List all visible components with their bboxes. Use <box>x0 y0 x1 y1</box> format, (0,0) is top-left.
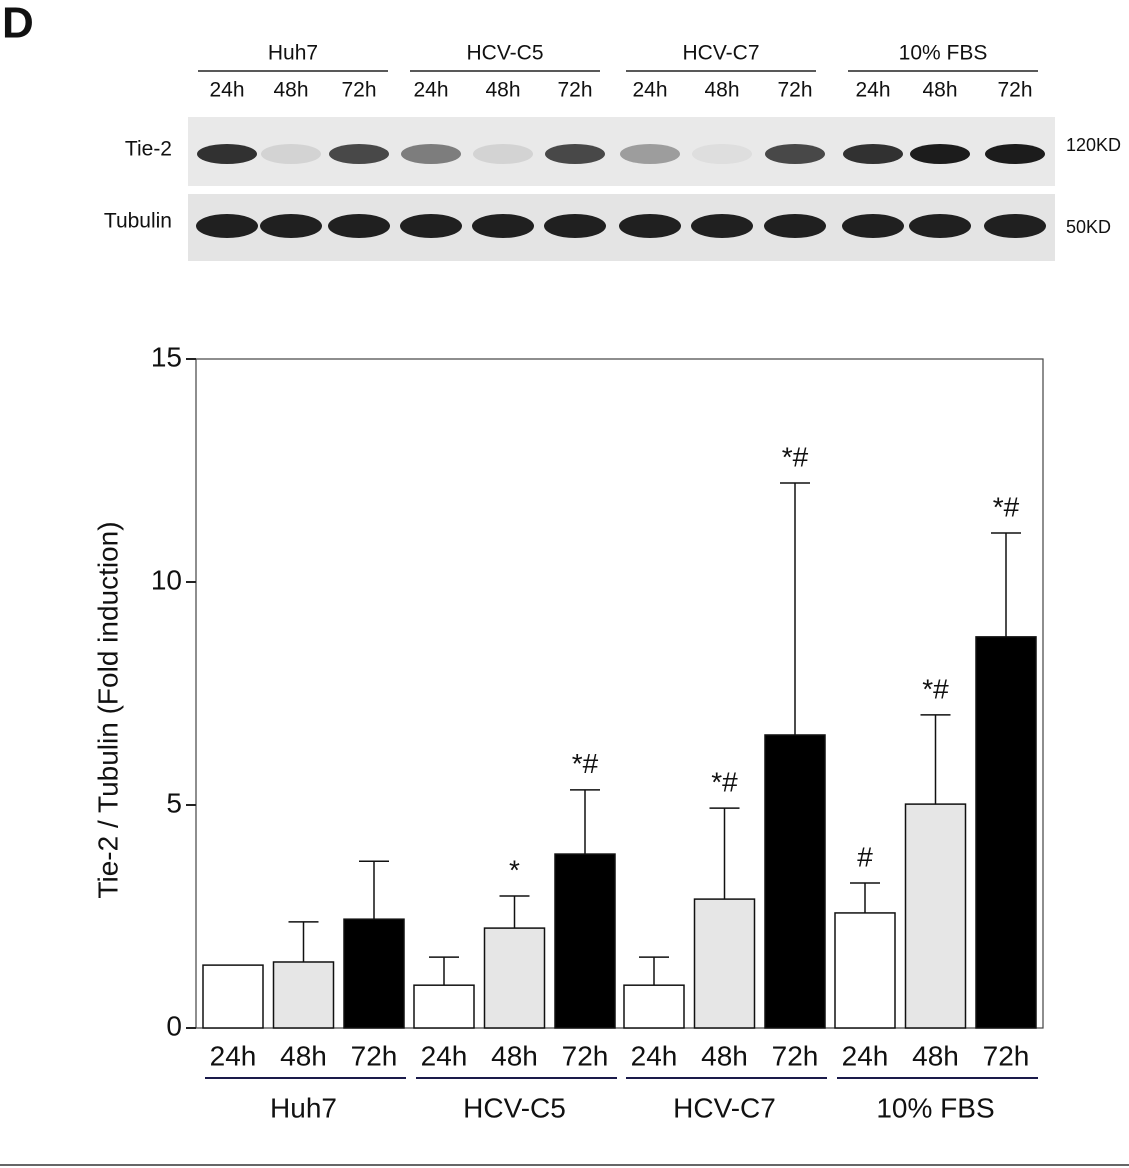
bar <box>483 927 546 1029</box>
tubulin-band <box>544 214 606 238</box>
blot-group-label: 10% FBS <box>899 42 988 65</box>
tubulin-band <box>909 214 971 238</box>
blot-lane-label: 48h <box>485 79 520 102</box>
significance-label: *# <box>993 491 1020 522</box>
significance-label: *# <box>711 767 738 798</box>
tubulin-band <box>400 214 462 238</box>
tie2-band <box>329 144 389 164</box>
y-tick-label: 5 <box>166 787 182 818</box>
blot-size-label: 120KD <box>1066 135 1121 155</box>
x-tick-label: 72h <box>983 1040 1030 1071</box>
y-tick-label: 15 <box>151 341 182 372</box>
significance-label: *# <box>922 673 949 704</box>
x-tick-label: 24h <box>210 1040 257 1071</box>
blot-lane-label: 24h <box>209 79 244 102</box>
tubulin-band <box>691 214 753 238</box>
error-bar <box>429 956 459 986</box>
blot-lane-label: 48h <box>922 79 957 102</box>
bar <box>693 898 756 1029</box>
group-label: HCV-C7 <box>673 1092 776 1123</box>
group-label: Huh7 <box>270 1092 337 1123</box>
error-bar <box>499 895 530 929</box>
western-blot <box>188 117 1055 261</box>
blot-row-label: Tubulin <box>104 210 172 233</box>
blot-lane-label: 24h <box>632 79 667 102</box>
y-tick-label: 0 <box>166 1010 182 1041</box>
error-bar <box>570 789 600 855</box>
blot-row-label: Tie-2 <box>125 138 172 161</box>
tie2-band <box>545 144 605 164</box>
x-tick-label: 48h <box>912 1040 959 1071</box>
bar <box>202 964 264 1029</box>
tie2-band <box>401 144 461 164</box>
x-tick-label: 24h <box>631 1040 678 1071</box>
tie2-band <box>843 144 903 164</box>
bar <box>904 803 967 1029</box>
tie2-band <box>765 144 825 164</box>
tubulin-band <box>984 214 1046 238</box>
blot-lane-label: 24h <box>413 79 448 102</box>
y-tick-label: 10 <box>151 564 182 595</box>
bar <box>343 918 405 1029</box>
tubulin-band <box>260 214 322 238</box>
tubulin-band <box>196 214 258 238</box>
tubulin-band <box>472 214 534 238</box>
plot-frame <box>195 358 1044 1029</box>
bar <box>623 984 685 1029</box>
blot-size-label: 50KD <box>1066 217 1111 237</box>
x-tick-label: 48h <box>491 1040 538 1071</box>
blot-group-label: HCV-C5 <box>466 42 543 65</box>
tie2-band <box>261 144 321 164</box>
bar <box>413 984 475 1029</box>
error-bar <box>639 956 669 986</box>
tubulin-band <box>619 214 681 238</box>
error-bar <box>359 860 389 920</box>
significance-label: *# <box>782 441 809 472</box>
blot-lane-label: 72h <box>777 79 812 102</box>
x-tick-label: 48h <box>280 1040 327 1071</box>
error-bar <box>920 714 951 805</box>
bar <box>554 853 616 1029</box>
significance-label: * <box>509 854 520 885</box>
blot-lane-label: 48h <box>273 79 308 102</box>
y-axis-label: Tie-2 / Tubulin (Fold induction) <box>92 521 123 898</box>
bar <box>975 636 1037 1029</box>
tubulin-band <box>764 214 826 238</box>
blot-group-label: Huh7 <box>268 42 318 65</box>
x-tick-label: 72h <box>772 1040 819 1071</box>
bar <box>272 961 335 1029</box>
error-bar <box>288 921 319 962</box>
error-bar <box>709 807 740 900</box>
error-bar <box>991 532 1021 637</box>
tie2-band <box>473 144 533 164</box>
bar <box>764 734 826 1029</box>
blot-lane-label: 48h <box>704 79 739 102</box>
panel-letter: D <box>2 0 34 48</box>
blot-group-label: HCV-C7 <box>682 42 759 65</box>
group-label: HCV-C5 <box>463 1092 566 1123</box>
significance-label: # <box>857 841 873 872</box>
significance-label: *# <box>572 748 599 779</box>
x-tick-label: 24h <box>842 1040 889 1071</box>
blot-lane-label: 72h <box>341 79 376 102</box>
x-tick-label: 72h <box>562 1040 609 1071</box>
tubulin-band <box>328 214 390 238</box>
blot-lane-label: 72h <box>557 79 592 102</box>
blot-lane-label: 24h <box>855 79 890 102</box>
bar <box>834 912 896 1029</box>
tie2-band <box>985 144 1045 164</box>
tie2-band <box>197 144 257 164</box>
tie2-band <box>620 144 680 164</box>
x-tick-label: 24h <box>421 1040 468 1071</box>
tie2-band <box>910 144 970 164</box>
x-tick-label: 72h <box>351 1040 398 1071</box>
error-bar <box>850 882 880 913</box>
tubulin-band <box>842 214 904 238</box>
tie2-band <box>692 144 752 164</box>
blot-lane-label: 72h <box>997 79 1032 102</box>
error-bar <box>780 482 810 735</box>
x-tick-label: 48h <box>701 1040 748 1071</box>
group-label: 10% FBS <box>876 1092 994 1123</box>
